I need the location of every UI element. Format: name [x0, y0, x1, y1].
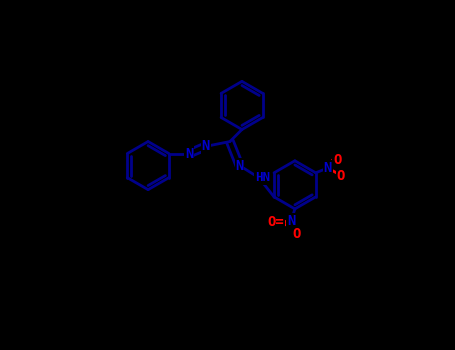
Text: HN: HN [255, 171, 270, 184]
Text: O: O [337, 169, 345, 183]
Text: N: N [235, 159, 244, 173]
Text: N: N [202, 139, 210, 153]
Text: O: O [333, 153, 342, 167]
Text: N: N [324, 161, 332, 175]
Text: N: N [287, 214, 295, 228]
Text: N: N [185, 147, 193, 161]
Text: O: O [292, 227, 300, 241]
Text: O=: O= [267, 215, 284, 229]
